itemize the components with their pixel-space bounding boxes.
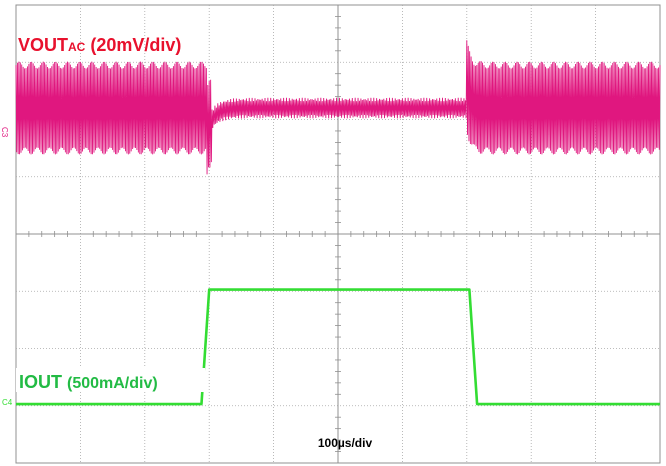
vout-subscript: AC <box>68 40 86 54</box>
vout-name: VOUT <box>18 35 68 55</box>
channel-c4-marker: C4 <box>2 398 13 407</box>
iout-scale: (500mA/div) <box>67 375 158 392</box>
vout-label: VOUTAC (20mV/div) <box>18 35 181 55</box>
vout-trace <box>15 40 661 175</box>
graticule <box>15 4 661 464</box>
iout-label-bg <box>16 368 205 392</box>
iout-trace <box>16 288 660 406</box>
iout-label: IOUT (500mA/div) <box>19 372 158 392</box>
iout-name: IOUT <box>19 372 62 392</box>
channel-c3-marker: C3 <box>0 127 9 138</box>
vout-scale: (20mV/div) <box>90 35 181 55</box>
time-per-div-label: 100µs/div <box>318 436 373 450</box>
traces <box>15 40 661 406</box>
